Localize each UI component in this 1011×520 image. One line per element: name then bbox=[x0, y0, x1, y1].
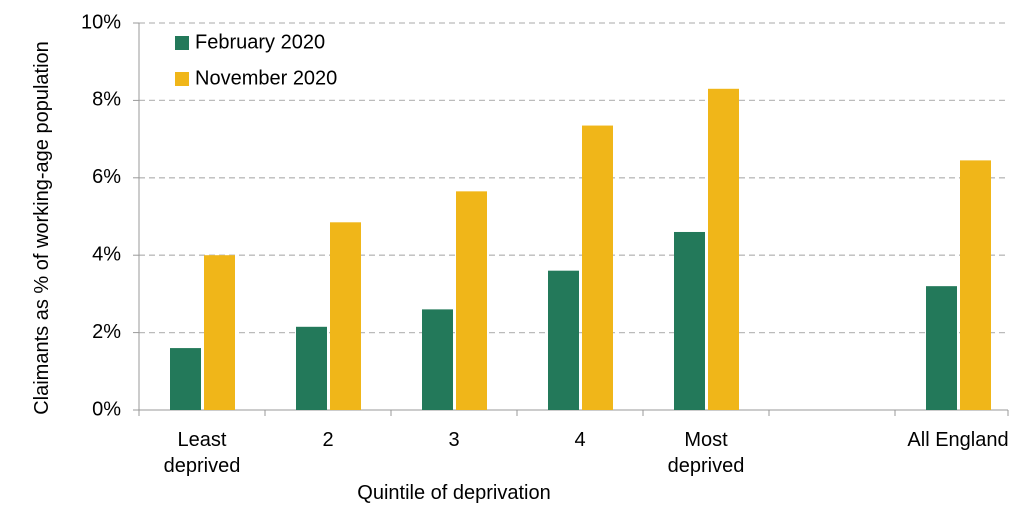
y-tick-label: 0% bbox=[92, 398, 121, 420]
x-tick-label: Least deprived bbox=[163, 429, 241, 477]
bar bbox=[582, 125, 613, 411]
x-tick-label: Most deprived bbox=[667, 429, 745, 477]
x-axis-title: Quintile of deprivation bbox=[357, 482, 551, 504]
x-tick-label: 2 bbox=[322, 429, 334, 451]
bar bbox=[330, 222, 361, 410]
bar bbox=[456, 191, 487, 410]
bar bbox=[708, 88, 739, 410]
bar bbox=[960, 160, 991, 410]
bar bbox=[548, 270, 579, 410]
y-axis-title: Claimants as % of working-age population bbox=[31, 41, 53, 415]
bar bbox=[204, 255, 235, 410]
legend-swatch bbox=[175, 36, 189, 50]
y-tick-label: 4% bbox=[92, 243, 121, 265]
bar bbox=[422, 309, 453, 410]
legend-label: November 2020 bbox=[195, 67, 337, 89]
legend-label: February 2020 bbox=[195, 31, 325, 53]
x-tick-label: 3 bbox=[448, 429, 460, 451]
bar bbox=[674, 231, 705, 410]
y-tick-label: 2% bbox=[92, 321, 121, 343]
bar bbox=[170, 348, 201, 410]
bar bbox=[926, 286, 957, 410]
legend-swatch bbox=[175, 72, 189, 86]
x-tick-label: All England bbox=[907, 429, 1009, 451]
bar bbox=[296, 326, 327, 410]
x-tick-label: 4 bbox=[574, 429, 586, 451]
y-tick-label: 6% bbox=[92, 166, 121, 188]
y-tick-label: 8% bbox=[92, 89, 121, 111]
y-tick-label: 10% bbox=[81, 11, 121, 33]
